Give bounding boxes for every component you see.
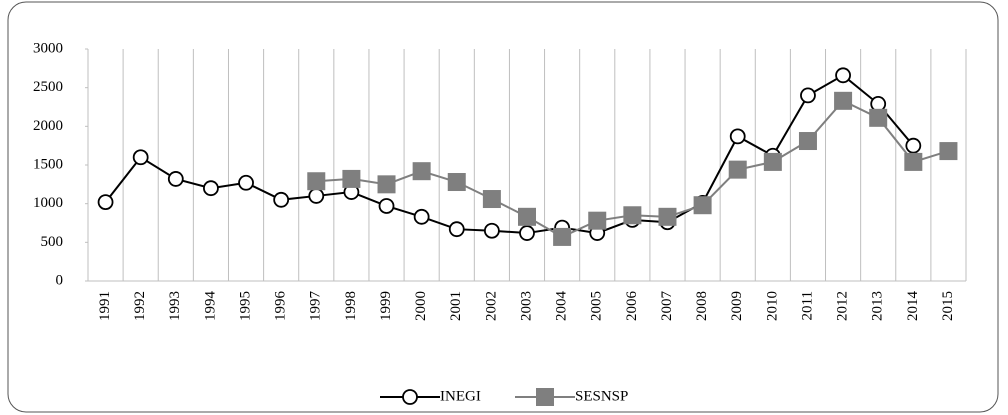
x-tick-label: 1995 [237, 291, 253, 321]
point [97, 194, 114, 211]
point [905, 137, 922, 154]
y-tick-label: 2500 [33, 79, 63, 95]
point [132, 149, 149, 166]
x-tick-label: 2006 [624, 291, 640, 322]
legend-label: INEGI [440, 388, 481, 404]
point [342, 169, 361, 188]
x-tick-label: 2009 [729, 291, 745, 321]
point [693, 196, 712, 215]
x-tick-label: 2001 [448, 291, 464, 321]
point [238, 174, 254, 191]
point [658, 207, 677, 226]
point [588, 211, 607, 230]
y-tick-label: 500 [41, 234, 64, 250]
x-tick-label: 2011 [799, 291, 815, 320]
x-tick-label: 1998 [343, 291, 359, 321]
legend-label: SESNSP [575, 388, 628, 404]
point [483, 222, 500, 239]
y-tick-label: 0 [56, 272, 64, 288]
x-tick-label: 2004 [554, 291, 570, 322]
point [939, 142, 958, 161]
point [377, 175, 396, 194]
y-tick-label: 1000 [33, 195, 63, 211]
x-tick-label: 2013 [870, 291, 886, 321]
x-tick-label: 2014 [905, 291, 921, 322]
point [307, 172, 326, 191]
x-tick-label: 1992 [132, 291, 148, 321]
x-tick-label: 2002 [483, 291, 499, 321]
x-tick-label: 1999 [378, 291, 394, 321]
point [378, 198, 395, 214]
x-tick-label: 2000 [413, 291, 429, 321]
point [869, 108, 888, 127]
x-tick-label: 1991 [97, 291, 113, 321]
point [798, 132, 817, 151]
point [763, 152, 782, 171]
x-tick-label: 2012 [835, 291, 851, 321]
point [482, 190, 501, 209]
x-tick-label: 1996 [273, 291, 289, 322]
point [518, 207, 536, 226]
y-tick-label: 1500 [33, 156, 63, 172]
point [729, 128, 746, 145]
point [273, 191, 290, 208]
point [519, 225, 535, 241]
x-tick-label: 1997 [308, 291, 324, 322]
x-tick-label: 1994 [202, 291, 218, 322]
x-tick-label: 2010 [764, 291, 780, 321]
x-tick-label: 2005 [589, 291, 605, 321]
point [800, 87, 816, 104]
point [623, 206, 642, 225]
point [447, 173, 466, 192]
chart-frame [7, 1, 999, 413]
point [553, 227, 572, 246]
y-tick-label: 3000 [33, 40, 63, 56]
point [203, 180, 219, 197]
x-tick-label: 2015 [940, 291, 956, 321]
x-tick-label: 2003 [518, 291, 534, 321]
point [834, 91, 853, 110]
point [167, 171, 184, 187]
x-tick-label: 2007 [659, 291, 675, 322]
point [904, 152, 923, 171]
x-tick-label: 2008 [694, 291, 710, 321]
x-tick-label: 1993 [167, 291, 183, 321]
point [835, 67, 851, 84]
y-tick-label: 2000 [33, 118, 63, 134]
legend-marker [402, 389, 418, 405]
point [870, 96, 887, 112]
legend-marker [536, 388, 554, 406]
point [413, 208, 430, 225]
point [412, 162, 431, 181]
point [308, 188, 325, 204]
point [728, 160, 747, 179]
point [448, 221, 465, 238]
